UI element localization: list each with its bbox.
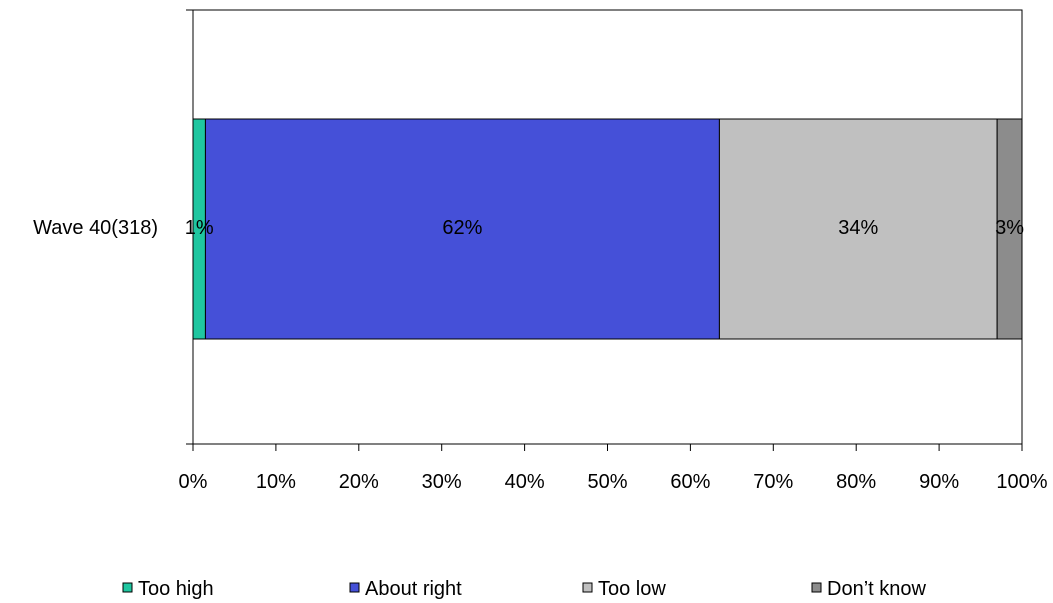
legend-label: Too low [598, 578, 666, 600]
x-tick-label: 100% [996, 471, 1047, 493]
legend-swatch [122, 582, 133, 593]
x-tick-label: 70% [753, 471, 793, 493]
legend-item: Don’t know [811, 578, 926, 600]
bar-segment [204, 118, 720, 340]
legend-label: About right [365, 578, 462, 600]
data-label: 1% [185, 217, 214, 239]
x-tick-label: 0% [179, 471, 208, 493]
x-tick-label: 30% [422, 471, 462, 493]
legend-swatch [582, 582, 593, 593]
x-tick-label: 80% [836, 471, 876, 493]
legend-item: About right [349, 578, 462, 600]
legend-label: Too high [138, 578, 214, 600]
x-tick-label: 20% [339, 471, 379, 493]
legend-item: Too low [582, 578, 666, 600]
x-tick-label: 90% [919, 471, 959, 493]
x-tick-label: 40% [505, 471, 545, 493]
x-axis: 0% 10% 20% 30% 40% 50% 60% 70% 80% 90% 100% [179, 443, 1048, 493]
x-tick-label: 50% [587, 471, 627, 493]
x-tick-label: 10% [256, 471, 296, 493]
legend-item: Too high [122, 578, 214, 600]
legend-swatch [811, 582, 822, 593]
bar-segment [996, 118, 1023, 340]
y-axis: Wave 40(318) [33, 9, 194, 445]
legend: Too high About right Too low Don’t know [122, 578, 926, 600]
x-tick-label: 60% [670, 471, 710, 493]
bar-segment [718, 118, 998, 340]
data-label: 3% [995, 217, 1024, 239]
legend-label: Don’t know [827, 578, 926, 600]
bar-group [192, 118, 1023, 340]
category-label: Wave 40(318) [33, 217, 158, 239]
data-label: 34% [838, 217, 878, 239]
legend-swatch [349, 582, 360, 593]
data-label: 62% [442, 217, 482, 239]
data-label-group: 1% 62% 34% 3% [185, 217, 1024, 239]
